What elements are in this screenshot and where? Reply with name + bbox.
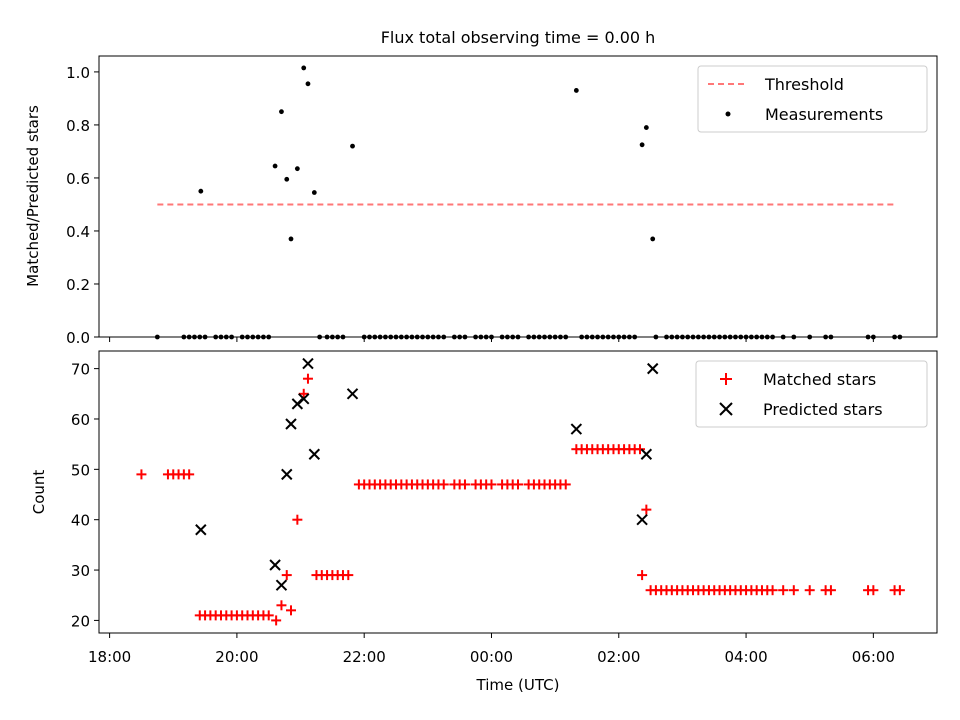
matched-star-point bbox=[271, 615, 282, 626]
matched-star-point bbox=[637, 570, 648, 581]
matched-star-point bbox=[263, 610, 274, 621]
matched-star-point bbox=[459, 479, 470, 490]
measurement-point bbox=[294, 166, 300, 172]
bottom-legend: Matched stars Predicted stars bbox=[695, 360, 928, 428]
matched-stars-legend-swatch bbox=[720, 373, 732, 385]
predicted-star-point bbox=[570, 423, 583, 435]
bottom-y-tick-label: 50 bbox=[71, 461, 90, 479]
top-legend: Threshold Measurements bbox=[697, 65, 928, 133]
bottom-y-tick-label: 70 bbox=[71, 361, 90, 379]
bottom-x-tick-label: 22:00 bbox=[343, 648, 386, 666]
matched-star-point bbox=[438, 479, 449, 490]
top-x-ticks bbox=[109, 337, 874, 342]
top-y-tick-label: 1.0 bbox=[66, 64, 90, 82]
matched-star-point bbox=[634, 444, 645, 455]
bottom-y-tick-label: 20 bbox=[71, 612, 90, 630]
top-y-tick-label: 0.6 bbox=[66, 170, 90, 188]
matched-star-point bbox=[788, 585, 799, 596]
top-axes-frame bbox=[98, 55, 938, 338]
matched-star-point bbox=[641, 504, 652, 515]
bottom-legend-box bbox=[695, 360, 928, 428]
predicted-star-point bbox=[302, 357, 314, 370]
matched-star-point bbox=[285, 605, 296, 616]
matched-star-point bbox=[560, 479, 571, 490]
top-chart-title: Flux total observing time = 0.00 h bbox=[381, 28, 656, 47]
top-y-axis-label: Matched/Predicted stars bbox=[24, 105, 42, 287]
bottom-y-tick-label: 40 bbox=[71, 512, 90, 530]
predicted-star-point bbox=[647, 362, 659, 375]
measurement-point bbox=[288, 236, 294, 242]
measurement-point bbox=[272, 163, 278, 169]
bottom-x-ticks: 18:00 20:00 22:00 00:00 02:00 04:00 06:00 bbox=[88, 633, 895, 666]
measurements-legend-label: Measurements bbox=[765, 105, 883, 124]
measurement-point bbox=[198, 188, 204, 194]
predicted-star-point bbox=[640, 448, 653, 460]
bottom-x-tick-label: 20:00 bbox=[215, 648, 258, 666]
measurement-point bbox=[639, 142, 645, 148]
top-y-tick-label: 0.4 bbox=[66, 223, 90, 241]
matched-stars-legend-label: Matched stars bbox=[763, 370, 876, 389]
measurement-point bbox=[643, 125, 649, 130]
top-y-tick-label: 0.0 bbox=[66, 329, 90, 347]
predicted-star-point bbox=[281, 468, 293, 481]
matched-star-point bbox=[343, 570, 354, 581]
bottom-x-tick-label: 04:00 bbox=[724, 648, 767, 666]
top-y-tick-label: 0.8 bbox=[66, 117, 90, 135]
matched-star-point bbox=[513, 479, 523, 490]
top-y-ticks: 0.0 0.2 0.4 0.6 0.8 1.0 bbox=[66, 64, 99, 347]
measurement-point bbox=[284, 176, 290, 182]
matched-star-point bbox=[136, 469, 147, 480]
matched-star-point bbox=[302, 373, 313, 384]
bottom-y-axis-label: Count bbox=[30, 470, 48, 515]
bottom-y-ticks: 20 30 40 50 60 70 bbox=[71, 361, 99, 630]
measurement-point bbox=[650, 236, 656, 242]
x-axis-label: Time (UTC) bbox=[476, 676, 560, 694]
threshold-legend-label: Threshold bbox=[764, 75, 844, 94]
measurement-point bbox=[311, 190, 317, 195]
bottom-axes-frame bbox=[98, 350, 938, 634]
matched-star-point bbox=[281, 570, 292, 581]
matched-star-point bbox=[894, 585, 905, 596]
predicted-star-point bbox=[195, 524, 207, 536]
bottom-x-tick-label: 02:00 bbox=[597, 648, 640, 666]
bottom-panel: 20 30 40 50 60 70 18:00 20:00 22:00 00:00 02:00 04… bbox=[30, 350, 938, 694]
predicted-star-point bbox=[275, 579, 288, 591]
predicted-star-point bbox=[285, 418, 297, 430]
predicted-star-point bbox=[298, 393, 310, 405]
measurement-point bbox=[573, 88, 579, 93]
bottom-y-tick-label: 30 bbox=[71, 562, 90, 580]
bottom-x-tick-label: 00:00 bbox=[470, 648, 513, 666]
top-legend-box bbox=[697, 65, 928, 133]
measurement-point bbox=[305, 81, 311, 87]
matched-star-point bbox=[804, 585, 815, 596]
predicted-star-point bbox=[308, 448, 321, 460]
predicted-star-point bbox=[346, 388, 359, 400]
predicted-star-point bbox=[636, 513, 648, 526]
bottom-y-tick-label: 60 bbox=[71, 411, 90, 429]
top-panel: 0.0 0.2 0.4 0.6 0.8 1.0 Matched/Predicted sta… bbox=[24, 55, 938, 347]
matched-star-point bbox=[825, 585, 836, 596]
measurement-point bbox=[301, 65, 307, 71]
measurement-point bbox=[279, 109, 284, 115]
matched-star-point bbox=[276, 600, 287, 611]
predicted-stars-legend-label: Predicted stars bbox=[763, 400, 883, 419]
matched-star-point bbox=[292, 514, 303, 525]
top-y-tick-label: 0.2 bbox=[66, 276, 90, 294]
measurements-legend-swatch bbox=[725, 111, 731, 117]
bottom-x-tick-label: 06:00 bbox=[852, 648, 895, 666]
matched-star-point bbox=[778, 585, 789, 596]
predicted-star-point bbox=[269, 559, 281, 571]
measurement-point bbox=[350, 143, 355, 149]
matched-star-point bbox=[868, 585, 879, 596]
matched-star-point bbox=[486, 479, 497, 490]
bottom-plot-area bbox=[136, 357, 905, 626]
matched-star-point bbox=[767, 585, 778, 596]
matched-star-point bbox=[298, 388, 309, 399]
bottom-x-tick-label: 18:00 bbox=[88, 648, 131, 666]
predicted-stars-legend-swatch bbox=[719, 402, 733, 416]
matched-star-point bbox=[184, 469, 195, 480]
